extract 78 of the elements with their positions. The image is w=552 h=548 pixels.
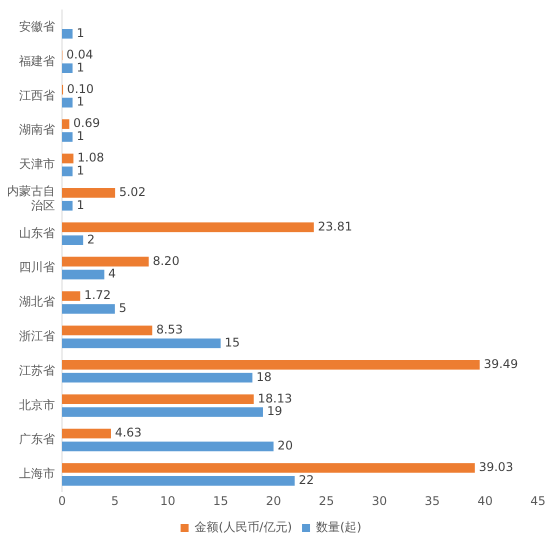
data-label: 0.69 (73, 116, 100, 130)
bar (62, 63, 73, 74)
data-label: 39.49 (484, 356, 518, 371)
data-label: 8.53 (156, 322, 183, 337)
x-tick-label: 45 (530, 494, 546, 508)
bar (62, 442, 274, 452)
data-label: 1 (76, 129, 84, 144)
bar (62, 29, 73, 39)
y-tick-label: 湖北省 (19, 294, 55, 309)
bar (62, 200, 73, 211)
bar (62, 235, 84, 245)
y-tick-label: 山东省 (19, 226, 55, 240)
y-tick-label: 安徽省 (19, 20, 55, 34)
bar (62, 407, 263, 417)
bar (62, 132, 73, 142)
bar (62, 256, 149, 266)
y-tick-label: 浙江省 (19, 328, 55, 343)
data-label: 1 (76, 198, 84, 212)
y-tick-label: 广东省 (19, 432, 55, 446)
data-label: 0.04 (66, 47, 94, 62)
data-label: 1 (76, 94, 84, 109)
bar (62, 291, 80, 301)
data-label: 1.72 (84, 288, 111, 302)
y-tick-label: 天津市 (19, 157, 55, 172)
bar (62, 304, 115, 314)
y-tick-label: 江苏省 (19, 363, 55, 378)
data-label: 1.08 (77, 150, 104, 165)
data-label: 19 (266, 404, 282, 418)
data-label: 15 (224, 335, 240, 350)
bar (62, 372, 252, 383)
data-label: 0.10 (67, 82, 94, 96)
bar (62, 119, 70, 129)
data-label: 4.63 (114, 426, 142, 440)
bar (62, 476, 295, 486)
y-tick-label: 四川省 (19, 260, 55, 274)
bar (62, 394, 254, 404)
bar (62, 360, 480, 370)
data-label: 5 (118, 301, 127, 316)
data-label: 22 (298, 472, 314, 487)
y-tick-label: 福建省 (19, 54, 55, 68)
bar (62, 98, 73, 108)
x-tick-label: 20 (266, 494, 282, 508)
x-tick-label: 30 (372, 494, 387, 508)
y-tick-label: 上海市 (19, 466, 55, 481)
data-label: 2 (87, 232, 95, 246)
y-tick-label: 北京市 (19, 398, 55, 412)
data-label: 1 (76, 164, 84, 178)
x-tick-label: 40 (477, 494, 493, 508)
data-label: 20 (278, 438, 293, 453)
data-label: 1 (76, 26, 84, 40)
bar (62, 338, 221, 348)
x-tick-label: 15 (213, 494, 228, 508)
y-tick-label: 湖南省 (19, 122, 55, 137)
data-label: 18 (256, 370, 272, 384)
bar (62, 428, 111, 438)
x-tick-label: 0 (58, 494, 66, 508)
x-tick-label: 10 (160, 494, 176, 508)
bar (62, 222, 314, 232)
bar (62, 463, 475, 473)
x-tick-label: 5 (111, 494, 119, 508)
legend-label: 数量(起) (316, 520, 362, 534)
bar (62, 166, 73, 176)
bar (62, 326, 152, 336)
y-tick-label: 江西省 (19, 88, 55, 102)
data-label: 5.02 (119, 185, 146, 199)
data-label: 4 (108, 266, 116, 281)
data-label: 1 (76, 60, 84, 74)
data-label: 39.03 (478, 460, 514, 474)
bar (62, 270, 104, 280)
bar (62, 154, 74, 164)
x-tick-label: 35 (424, 494, 440, 508)
y-tick-label: 内蒙古自治区 (7, 184, 55, 213)
legend-label: 金额(人民币/亿元) (194, 520, 292, 534)
data-label: 18.13 (258, 391, 292, 406)
x-tick-label: 25 (318, 494, 334, 508)
data-label: 23.81 (318, 219, 352, 234)
bar (62, 188, 116, 198)
data-label: 8.20 (152, 254, 180, 268)
